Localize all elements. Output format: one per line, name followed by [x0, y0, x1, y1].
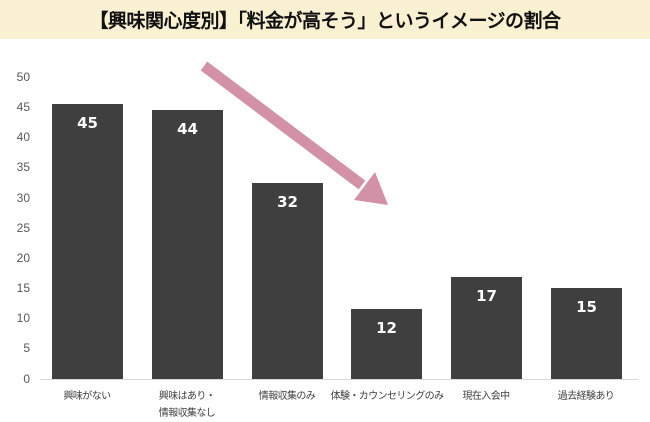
y-tick-50: 50: [16, 70, 30, 84]
x-label-past-experience: 過去経験あり: [536, 388, 636, 405]
bar-value-label: 32: [277, 193, 298, 211]
x-label-research-only: 情報収集のみ: [237, 388, 337, 405]
bar-research-only: 32: [252, 183, 323, 379]
x-label-line: 現在入会中: [462, 391, 511, 402]
x-axis-line: [40, 379, 638, 380]
bar-not-interested: 45: [52, 104, 123, 379]
x-label-line: 過去経験あり: [557, 391, 615, 402]
bar-value-label: 12: [376, 319, 397, 337]
bar-currently-member: 17: [451, 277, 522, 379]
x-label-trial-counseling-only: 体験・カウンセリングのみ: [326, 388, 448, 405]
x-label-interested-no-research: 興味はあり・ 情報収集なし: [137, 388, 237, 422]
y-tick-15: 15: [16, 281, 30, 295]
y-tick-40: 40: [16, 130, 30, 144]
x-label-line: 興味はあり・: [158, 391, 216, 402]
bar-interested-no-research: 44: [152, 110, 223, 379]
y-tick-30: 30: [16, 191, 30, 205]
bar-value-label: 17: [476, 287, 497, 305]
x-label-currently-member: 現在入会中: [436, 388, 536, 405]
title-band: 【興味関心度別】「料金が高そう」というイメージの割合: [0, 0, 650, 39]
y-tick-0: 0: [23, 372, 30, 386]
x-label-line: 興味がない: [63, 391, 112, 402]
x-label-line: 体験・カウンセリングのみ: [330, 391, 444, 402]
x-label-line: 情報収集のみ: [258, 391, 316, 402]
chart-title: 【興味関心度別】「料金が高そう」というイメージの割合: [89, 10, 561, 32]
bar-past-experience: 15: [551, 288, 622, 379]
bar-value-label: 45: [77, 114, 98, 132]
x-label-not-interested: 興味がない: [37, 388, 137, 405]
x-label-line: 情報収集なし: [158, 408, 216, 419]
bar-value-label: 44: [177, 120, 198, 138]
y-tick-5: 5: [23, 341, 30, 355]
bar-trial-counseling-only: 12: [351, 309, 422, 379]
y-tick-25: 25: [16, 221, 30, 235]
y-tick-10: 10: [16, 311, 30, 325]
y-tick-20: 20: [16, 251, 30, 265]
bar-value-label: 15: [576, 298, 597, 316]
y-tick-45: 45: [16, 100, 30, 114]
y-tick-35: 35: [16, 160, 30, 174]
